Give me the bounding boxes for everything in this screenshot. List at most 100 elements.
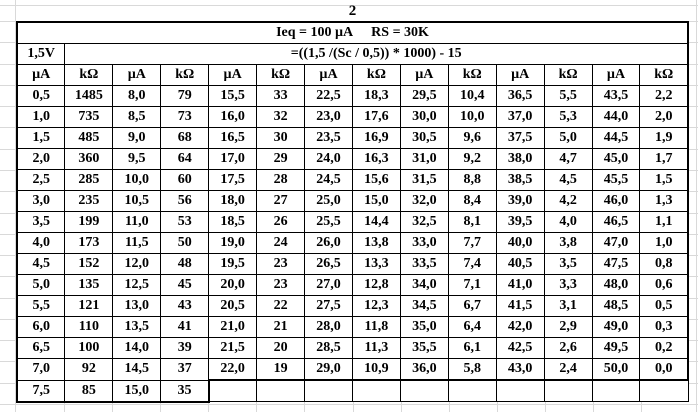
table-cell[interactable]: 49,0 <box>591 316 641 338</box>
table-cell[interactable]: 1,5 <box>16 127 66 149</box>
table-cell[interactable]: 2,0 <box>639 106 690 128</box>
table-cell[interactable]: 42,5 <box>495 337 545 359</box>
table-cell[interactable]: 16,5 <box>208 127 258 149</box>
table-cell[interactable]: 0,2 <box>639 337 690 359</box>
table-cell[interactable]: 17,6 <box>351 106 401 128</box>
table-cell[interactable]: 2,0 <box>16 148 66 170</box>
table-cell[interactable]: 2,2 <box>639 85 690 107</box>
table-cell[interactable]: 9,5 <box>112 148 162 170</box>
table-cell[interactable]: 43,5 <box>591 85 641 107</box>
table-cell[interactable]: 50 <box>160 232 210 254</box>
table-cell[interactable]: 6,4 <box>447 316 497 338</box>
table-cell[interactable]: 4,2 <box>543 190 593 212</box>
table-cell[interactable]: 13,0 <box>112 295 162 317</box>
column-header-kohm[interactable]: kΩ <box>256 64 306 86</box>
table-cell[interactable]: 43,0 <box>495 358 545 381</box>
table-cell[interactable]: 12,0 <box>112 253 162 275</box>
table-cell[interactable]: 33 <box>256 85 306 107</box>
table-cell[interactable]: 8,0 <box>112 85 162 107</box>
table-cell[interactable]: 45,5 <box>591 169 641 191</box>
table-cell[interactable]: 5,8 <box>447 358 497 381</box>
table-cell[interactable]: 1,0 <box>639 232 690 254</box>
table-cell[interactable]: 2,6 <box>543 337 593 359</box>
table-cell[interactable]: 121 <box>64 295 114 317</box>
table-cell[interactable]: 26 <box>256 211 306 233</box>
table-cell[interactable]: 7,1 <box>447 274 497 296</box>
table-cell[interactable]: 3,0 <box>16 190 66 212</box>
table-cell[interactable]: 3,5 <box>16 211 66 233</box>
table-cell[interactable]: 10,9 <box>351 358 401 381</box>
table-cell[interactable]: 24,5 <box>304 169 353 191</box>
table-cell[interactable]: 6,1 <box>447 337 497 359</box>
table-cell[interactable]: 17,5 <box>208 169 258 191</box>
table-cell[interactable]: 5,3 <box>543 106 593 128</box>
table-cell[interactable]: 135 <box>64 274 114 296</box>
table-cell[interactable]: 31,5 <box>399 169 449 191</box>
table-cell[interactable]: 22,5 <box>304 85 353 107</box>
table-cell[interactable]: 20,5 <box>208 295 258 317</box>
table-cell[interactable]: 27 <box>256 190 306 212</box>
table-cell[interactable]: 235 <box>64 190 114 212</box>
table-cell[interactable]: 9,6 <box>447 127 497 149</box>
table-cell[interactable]: 2,4 <box>543 358 593 381</box>
table-cell[interactable]: 33,5 <box>399 253 449 275</box>
column-header-ua[interactable]: µA <box>591 64 641 86</box>
table-cell[interactable]: 0,8 <box>639 253 690 275</box>
table-cell[interactable]: 30,0 <box>399 106 449 128</box>
column-header-ua[interactable]: µA <box>16 64 66 86</box>
table-cell[interactable]: 47,0 <box>591 232 641 254</box>
table-cell[interactable]: 3,5 <box>543 253 593 275</box>
table-cell[interactable]: 15,5 <box>208 85 258 107</box>
table-cell[interactable]: 46,5 <box>591 211 641 233</box>
table-cell[interactable]: 48 <box>160 253 210 275</box>
table-cell[interactable]: 8,8 <box>447 169 497 191</box>
table-cell[interactable]: 60 <box>160 169 210 191</box>
table-cell[interactable]: 285 <box>64 169 114 191</box>
table-cell[interactable]: 38,5 <box>495 169 545 191</box>
formula-cell[interactable]: =((1,5 /(Sc / 0,5)) * 1000) - 15 <box>64 43 690 65</box>
table-cell[interactable]: 173 <box>64 232 114 254</box>
table-cell[interactable]: 360 <box>64 148 114 170</box>
table-cell[interactable]: 1,5 <box>639 169 690 191</box>
empty-cell[interactable] <box>304 379 353 402</box>
table-cell[interactable]: 11,8 <box>351 316 401 338</box>
table-cell[interactable]: 15,0 <box>351 190 401 212</box>
table-cell[interactable]: 16,9 <box>351 127 401 149</box>
table-cell[interactable]: 8,5 <box>112 106 162 128</box>
table-cell[interactable]: 7,0 <box>16 358 66 381</box>
table-cell[interactable]: 68 <box>160 127 210 149</box>
table-cell[interactable]: 39,5 <box>495 211 545 233</box>
table-cell[interactable]: 92 <box>64 358 114 381</box>
table-cell[interactable]: 48,5 <box>591 295 641 317</box>
table-cell[interactable]: 20 <box>256 337 306 359</box>
table-cell[interactable]: 7,5 <box>16 379 66 403</box>
table-cell[interactable]: 49,5 <box>591 337 641 359</box>
table-cell[interactable]: 11,3 <box>351 337 401 359</box>
empty-cell[interactable] <box>591 379 641 402</box>
table-cell[interactable]: 0,5 <box>639 295 690 317</box>
table-cell[interactable]: 79 <box>160 85 210 107</box>
table-cell[interactable]: 34,5 <box>399 295 449 317</box>
table-cell[interactable]: 9,2 <box>447 148 497 170</box>
table-cell[interactable]: 39,0 <box>495 190 545 212</box>
table-cell[interactable]: 10,5 <box>112 190 162 212</box>
table-cell[interactable]: 46,0 <box>591 190 641 212</box>
table-cell[interactable]: 10,0 <box>112 169 162 191</box>
column-header-kohm[interactable]: kΩ <box>543 64 593 86</box>
table-cell[interactable]: 0,3 <box>639 316 690 338</box>
table-cell[interactable]: 27,5 <box>304 295 353 317</box>
table-cell[interactable]: 45,0 <box>591 148 641 170</box>
table-cell[interactable]: 37,0 <box>495 106 545 128</box>
column-header-ua[interactable]: µA <box>208 64 258 86</box>
table-cell[interactable]: 29,0 <box>304 358 353 381</box>
table-cell[interactable]: 23 <box>256 253 306 275</box>
table-cell[interactable]: 29,5 <box>399 85 449 107</box>
table-cell[interactable]: 9,0 <box>112 127 162 149</box>
table-cell[interactable]: 22 <box>256 295 306 317</box>
column-header-kohm[interactable]: kΩ <box>447 64 497 86</box>
empty-cell[interactable] <box>639 379 689 402</box>
table-cell[interactable]: 56 <box>160 190 210 212</box>
table-cell[interactable]: 14,0 <box>112 337 162 359</box>
table-cell[interactable]: 20,0 <box>208 274 258 296</box>
table-cell[interactable]: 64 <box>160 148 210 170</box>
